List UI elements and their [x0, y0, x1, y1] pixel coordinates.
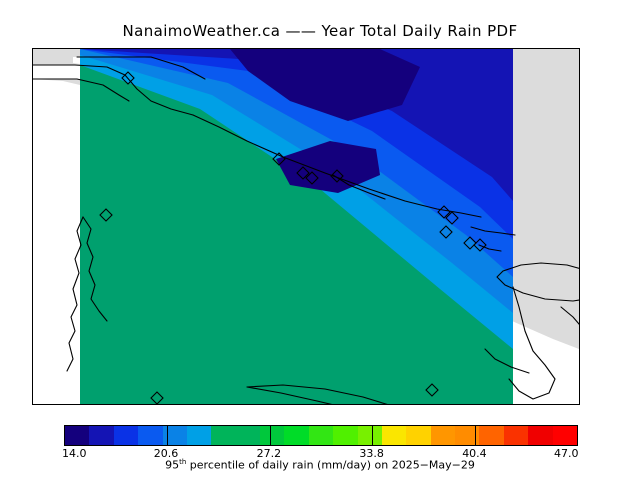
- colorbar-segment: [162, 426, 187, 445]
- colorbar-caption: 95th percentile of daily rain (mm/day) o…: [0, 458, 640, 472]
- colorbar-segment: [186, 426, 212, 445]
- colorbar-segment: [65, 426, 90, 445]
- colorbar-segment: [284, 426, 309, 445]
- colorbar-label-4: 40.4: [462, 447, 487, 460]
- colorbar-segment: [455, 426, 480, 445]
- colorbar-gradient: [64, 425, 578, 446]
- colorbar-segment: [138, 426, 163, 445]
- colorbar-segment: [333, 426, 358, 445]
- colorbar-segment: [113, 426, 139, 445]
- map-plot-frame: [32, 48, 580, 405]
- colorbar-segment: [503, 426, 529, 445]
- colorbar-segment: [430, 426, 455, 445]
- colorbar-label-2: 27.2: [256, 447, 282, 460]
- colorbar-label-max: 47.0: [554, 447, 579, 460]
- colorbar-segment: [235, 426, 260, 445]
- caption-post: percentile of daily rain (mm/day) on 202…: [186, 458, 475, 472]
- colorbar-label-1: 20.6: [153, 447, 179, 460]
- colorbar-segment: [552, 426, 577, 445]
- colorbar-segment: [381, 426, 407, 445]
- colorbar-label-min: 14.0: [62, 447, 87, 460]
- colorbar-segment: [479, 426, 504, 445]
- caption-superscript: th: [179, 458, 187, 466]
- contour-field: [80, 49, 513, 404]
- colorbar-segment: [357, 426, 382, 445]
- colorbar-segment: [89, 426, 114, 445]
- colorbar-segment: [211, 426, 236, 445]
- caption-pre: 95: [165, 458, 180, 472]
- colorbar-label-3: 33.8: [359, 447, 384, 460]
- colorbar: [64, 425, 578, 446]
- colorbar-segment: [406, 426, 431, 445]
- colorbar-segment: [260, 426, 285, 445]
- map-clip: [33, 49, 579, 404]
- colorbar-segment: [308, 426, 334, 445]
- page-title: NanaimoWeather.ca —— Year Total Daily Ra…: [122, 22, 518, 40]
- colorbar-segment: [528, 426, 553, 445]
